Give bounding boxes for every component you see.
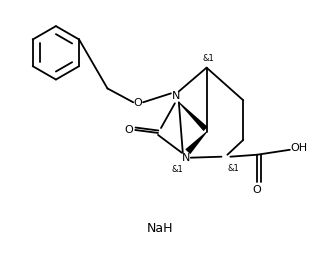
Text: &1: &1 bbox=[228, 164, 239, 173]
Text: &1: &1 bbox=[203, 54, 214, 63]
Text: O: O bbox=[134, 98, 143, 108]
Text: OH: OH bbox=[291, 143, 308, 153]
Text: N: N bbox=[172, 91, 180, 101]
Text: N: N bbox=[181, 153, 190, 163]
Text: NaH: NaH bbox=[147, 222, 173, 235]
Polygon shape bbox=[185, 132, 207, 154]
Text: O: O bbox=[253, 185, 261, 195]
Text: &1: &1 bbox=[172, 165, 184, 174]
Polygon shape bbox=[179, 102, 208, 131]
Text: O: O bbox=[124, 125, 133, 135]
